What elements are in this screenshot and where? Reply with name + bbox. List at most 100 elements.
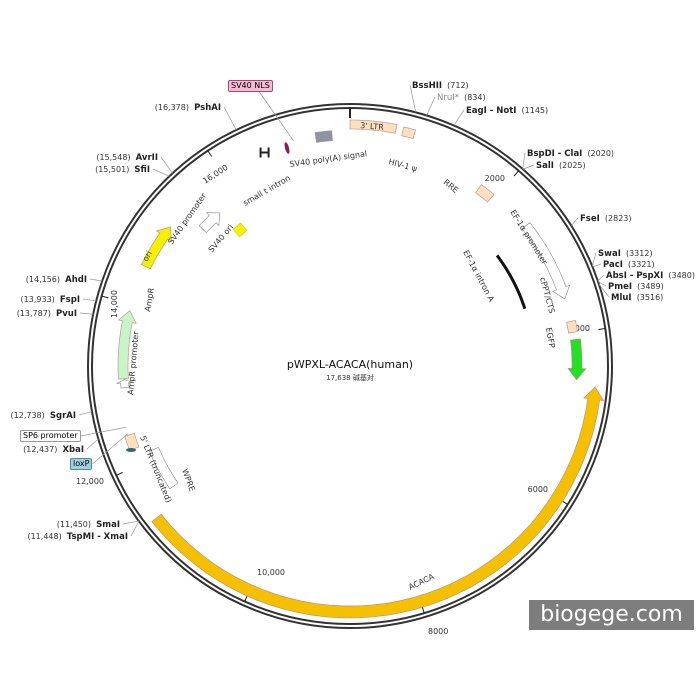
feature-label: small t intron [242, 173, 292, 207]
site-label-bspdi-clai[interactable]: BspDI - ClaI (2020) [527, 141, 614, 160]
site-label-bsshii[interactable]: BssHII (712) [412, 73, 469, 92]
site-position: (14,156) [26, 275, 60, 284]
site-name: SgrAI [50, 411, 76, 421]
site-position: (15,501) [95, 165, 129, 174]
site-label-paci[interactable]: PacI (3321) [603, 252, 655, 271]
site-label-mlui[interactable]: MluI (3516) [611, 285, 663, 304]
site-label-sgrai[interactable]: (12,738) SgrAI [11, 403, 76, 422]
site-label-nrui-[interactable]: NruI* (834) [437, 85, 486, 104]
site-label-ahdi[interactable]: (14,156) AhdI [26, 267, 87, 286]
site-label-xbai[interactable]: (12,437) XbaI [23, 437, 84, 456]
feature-sv40-promoter [198, 212, 221, 234]
site-name: EagI - NotI [466, 106, 516, 116]
plasmid-length: 17,638 碱基对 [326, 374, 374, 382]
feature-label: 3' LTR [360, 121, 385, 132]
site-position: (3516) [637, 293, 664, 302]
feature-small-t-intron [259, 147, 270, 158]
site-leader-line [130, 521, 140, 537]
site-position: (2020) [587, 149, 614, 158]
site-leader-line [82, 298, 97, 302]
feature-sv40-poly-a-signal [314, 130, 333, 143]
feature-ef-1-promoter [521, 222, 571, 300]
site-leader-line [597, 274, 605, 282]
feature-egfp [567, 338, 587, 381]
site-position: (15,548) [96, 153, 130, 162]
feature-label: EF-1α intron A [461, 249, 496, 304]
site-label-eagi-noti[interactable]: EagI - NotI (1145) [466, 98, 548, 117]
feature-label: HIV-1 ψ [387, 157, 418, 173]
site-name: BssHII [412, 81, 442, 91]
site-leader-line [522, 152, 526, 170]
feature-ori [140, 226, 172, 270]
tag-loxp: loxP [70, 458, 93, 470]
site-name: FspI [60, 295, 80, 305]
feature-label: EF-1α promoter [508, 208, 549, 266]
tick-label: 16,000 [201, 163, 229, 186]
site-leader-line [86, 438, 99, 450]
site-leader-line [89, 278, 103, 282]
site-label-absi-pspxi[interactable]: AbsI - PspXI (3480) [606, 263, 695, 282]
site-leader-line [160, 156, 173, 174]
site-label-avrii[interactable]: (15,548) AvrII [96, 145, 158, 164]
site-leader-line [598, 283, 610, 298]
feature-label: AmpR [143, 287, 156, 313]
tag-sv40-nls: SV40 NLS [228, 80, 273, 92]
site-name: AbsI - PspXI [606, 271, 663, 281]
site-position: (3480) [668, 271, 695, 280]
site-name: MluI [611, 293, 632, 303]
site-label-fsei[interactable]: FseI (2823) [580, 206, 632, 225]
tick-label: 4000 [570, 324, 590, 333]
site-position: (2025) [559, 161, 586, 170]
tick-mark [116, 471, 123, 476]
site-position: (16,378) [155, 103, 189, 112]
tag-sp6-promoter: SP6 promoter [20, 430, 81, 442]
plasmid-name: pWPXL-ACACA(human) [286, 358, 414, 371]
site-label-swai[interactable]: SwaI (3312) [598, 241, 653, 260]
feature-ampr [117, 310, 137, 380]
site-label-pmei[interactable]: PmeI (3489) [608, 274, 664, 293]
site-label-fspi[interactable]: (13,933) FspI [21, 287, 80, 306]
site-name: SmaI [96, 520, 120, 530]
site-label-sali[interactable]: SalI (2025) [536, 153, 586, 172]
site-leader-line [453, 109, 465, 126]
site-position: (11,448) [27, 532, 61, 541]
site-position: (11,450) [57, 520, 91, 529]
feature-5-ltr-truncated- [124, 432, 140, 451]
site-position: (834) [464, 93, 486, 102]
tick-mark [513, 170, 520, 177]
site-position: (12,437) [23, 445, 57, 454]
site-leader-line [597, 281, 607, 287]
site-name: PmeI [608, 282, 632, 292]
site-name: PacI [603, 260, 623, 270]
backbone-outer [87, 103, 613, 629]
site-label-tspmi-xmai[interactable]: (11,448) TspMI - XmaI [27, 524, 128, 543]
site-leader-line [152, 168, 170, 177]
feature-label: WPRE [180, 468, 196, 493]
site-leader-line [122, 520, 139, 525]
site-label-smai[interactable]: (11,450) SmaI [57, 512, 120, 531]
feature-acaca [151, 386, 605, 619]
feature-label: SV40 promoter [166, 191, 208, 246]
tick-label: 6000 [528, 485, 548, 494]
site-position: (12,738) [11, 411, 45, 420]
feature-label: EGFP [544, 327, 556, 349]
site-leader-line [570, 217, 579, 226]
tick-label: 14,000 [110, 290, 119, 318]
tag-leader-line [259, 91, 294, 142]
site-label-sfii[interactable]: (15,501) SfiI [95, 157, 150, 176]
site-label-pvui[interactable]: (13,787) PvuI [17, 301, 77, 320]
feature-3-ltr [349, 119, 398, 134]
site-position: (712) [447, 81, 469, 90]
site-position: (3312) [626, 249, 653, 258]
site-name: TspMI - XmaI [67, 532, 128, 542]
tick-label: 12,000 [76, 477, 104, 486]
site-label-pshai[interactable]: (16,378) PshAI [155, 95, 221, 114]
site-position: (13,787) [17, 309, 51, 318]
tick-label: 10,000 [257, 568, 285, 577]
site-leader-line [223, 106, 237, 131]
site-name: SwaI [598, 249, 621, 259]
feature-sv40-nls [284, 142, 290, 154]
site-leader-line [409, 84, 417, 113]
